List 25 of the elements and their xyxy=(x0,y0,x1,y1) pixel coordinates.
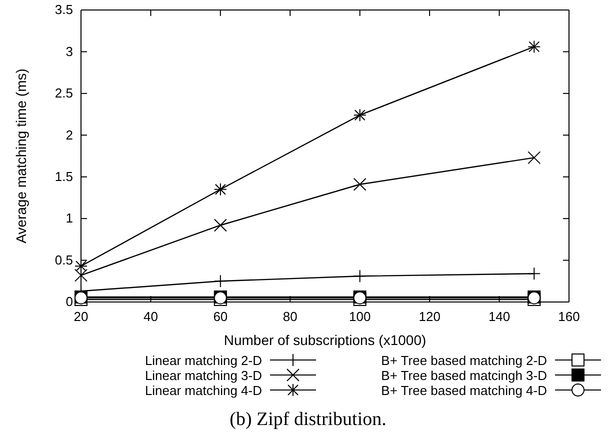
y-tick-label: 3.5 xyxy=(54,2,73,18)
y-tick-label: 2.5 xyxy=(54,86,73,101)
y-axis-title: Average matching time (ms) xyxy=(13,68,29,244)
x-tick-label: 120 xyxy=(418,309,440,324)
y-tick-label: 0 xyxy=(66,294,73,310)
y-tick-label: 3 xyxy=(66,44,73,59)
legend-label: B+ Tree based matching 2-D xyxy=(381,353,547,368)
legend-label: B+ Tree based matcingh 3-D xyxy=(381,368,547,383)
y-tick-label: 1.5 xyxy=(54,169,73,184)
y-tick-label: 0.5 xyxy=(54,252,73,268)
x-tick-label: 40 xyxy=(143,309,158,324)
x-tick-label: 80 xyxy=(282,309,298,324)
text: (b) Zipf distribution. xyxy=(230,409,386,430)
y-tick-label: 1 xyxy=(66,210,73,226)
legend-label: B+ Tree based matching 4-D xyxy=(381,383,547,398)
x-axis-title: Number of subscriptions (x1000) xyxy=(224,332,426,348)
legend-label: Linear matching 2-D xyxy=(144,353,262,368)
y-tick-label: 2 xyxy=(66,127,73,142)
x-tick-label: 160 xyxy=(558,309,580,324)
x-tick-label: 100 xyxy=(349,309,371,324)
x-tick-label: 60 xyxy=(213,309,228,324)
legend-label: Linear matching 4-D xyxy=(144,383,262,398)
x-tick-label: 140 xyxy=(488,309,510,324)
legend-label: Linear matching 3-D xyxy=(144,368,262,383)
x-tick-label: 20 xyxy=(74,309,88,324)
